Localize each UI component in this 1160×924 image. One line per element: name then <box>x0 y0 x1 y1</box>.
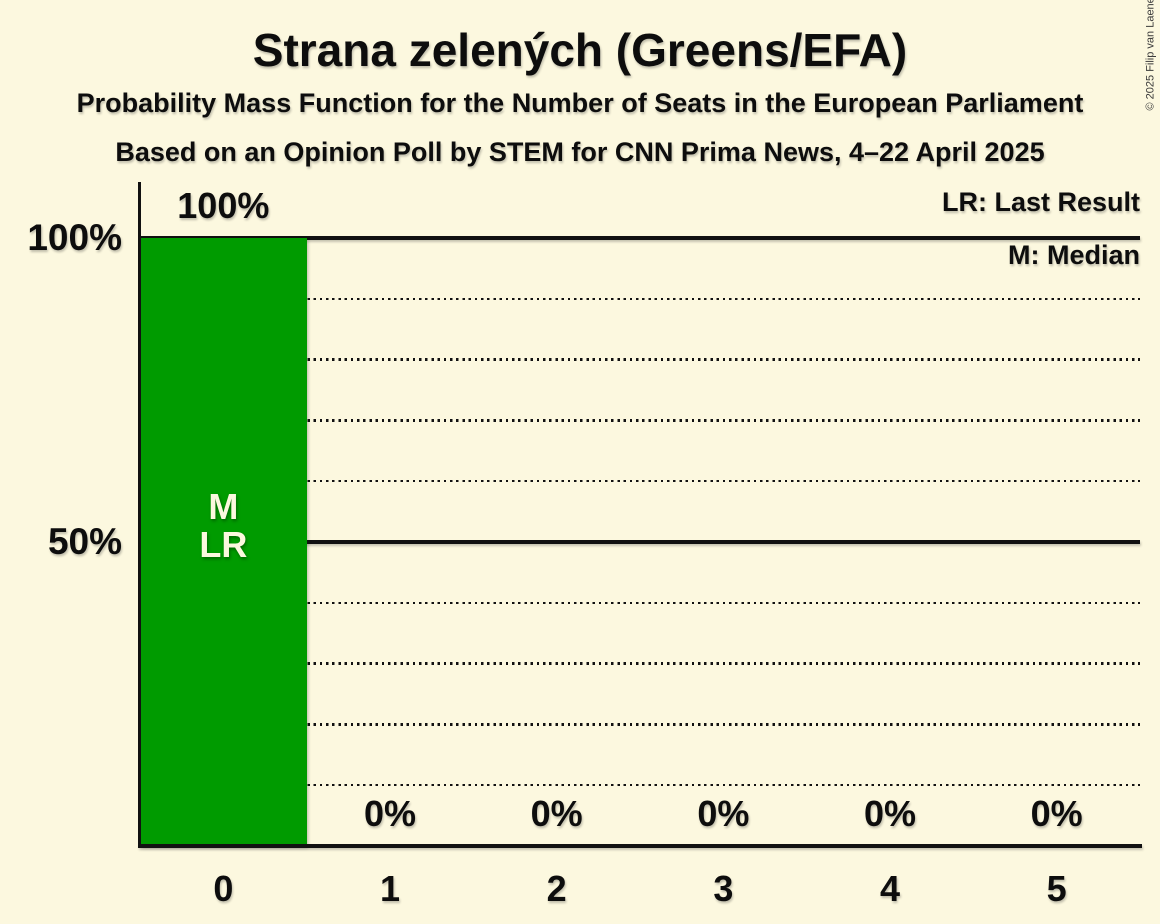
gridline-dotted-40pct <box>140 601 1140 605</box>
y-tick-label-100: 100% <box>27 217 122 258</box>
bar-value-label-3: 0% <box>697 793 750 834</box>
x-tick-label-0: 0 <box>213 868 234 909</box>
gridline-dotted-60pct <box>140 479 1140 483</box>
bar-value-label-2: 0% <box>530 793 583 834</box>
legend-median: M: Median <box>1008 240 1140 270</box>
bar-value-label-5: 0% <box>1030 793 1083 834</box>
bar-annotation-line-lr: LR <box>199 524 248 565</box>
bar-value-label-1: 0% <box>363 793 416 834</box>
y-tick-label-50: 50% <box>47 521 122 562</box>
bar-value-label-0: 100% <box>177 185 270 226</box>
y-axis-line <box>138 182 141 848</box>
gridline-dotted-30pct <box>140 662 1140 665</box>
copyright-notice: © 2025 Filip van Laenen <box>1144 0 1157 111</box>
page-title: Strana zelených (Greens/EFA) <box>252 24 908 76</box>
x-tick-label-3: 3 <box>713 868 734 909</box>
x-tick-label-2: 2 <box>546 868 567 909</box>
gridline-dotted-90pct <box>140 297 1140 301</box>
bar-seats-0 <box>141 238 307 846</box>
gridline-dotted-20pct <box>140 723 1140 726</box>
gridline-dotted-10pct <box>140 783 1140 787</box>
bar-value-label-4: 0% <box>863 793 916 834</box>
gridline-solid-100pct <box>140 236 1140 240</box>
bar-annotation-line-m: M <box>208 486 239 527</box>
gridline-solid-50pct <box>140 540 1140 544</box>
chart-subtitle: Probability Mass Function for the Number… <box>76 88 1084 118</box>
gridline-dotted-80pct <box>140 358 1140 361</box>
x-tick-label-5: 5 <box>1046 868 1067 909</box>
bar-annotation-0: M LR <box>140 488 307 564</box>
x-axis-line <box>138 844 1142 848</box>
x-tick-label-1: 1 <box>379 868 400 909</box>
x-tick-label-4: 4 <box>879 868 900 909</box>
chart-source-line: Based on an Opinion Poll by STEM for CNN… <box>115 137 1045 167</box>
gridline-dotted-70pct <box>140 419 1140 422</box>
legend-last-result: LR: Last Result <box>941 187 1140 217</box>
